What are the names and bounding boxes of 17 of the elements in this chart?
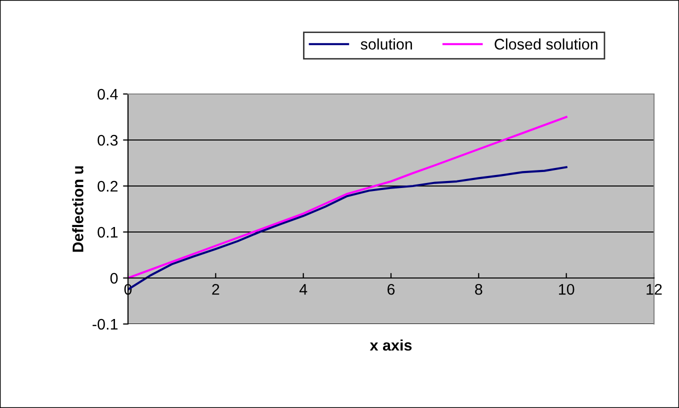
x-tick-label: 10	[559, 284, 574, 295]
x-tick-label: 8	[475, 284, 482, 295]
line-series	[128, 116, 568, 280]
x-axis-title: x axis	[370, 339, 412, 351]
y-tick-label: -0.1	[92, 318, 118, 330]
x-tick-label: 4	[299, 284, 308, 295]
y-axis-title: Deflection u	[72, 166, 84, 252]
y-tick-label: 0.4	[98, 88, 118, 100]
y-tick-label: 0.1	[98, 226, 118, 238]
y-tick-label: 0	[110, 272, 118, 284]
x-tick-label: 6	[388, 284, 395, 295]
legend-label: solution	[360, 38, 412, 50]
y-tick-label: 0.3	[98, 134, 118, 146]
legend-label: Closed solution	[494, 38, 598, 50]
x-tick-label: 12	[646, 284, 662, 295]
y-tick-label: 0.2	[98, 180, 118, 192]
x-tick-label: 2	[212, 284, 220, 295]
